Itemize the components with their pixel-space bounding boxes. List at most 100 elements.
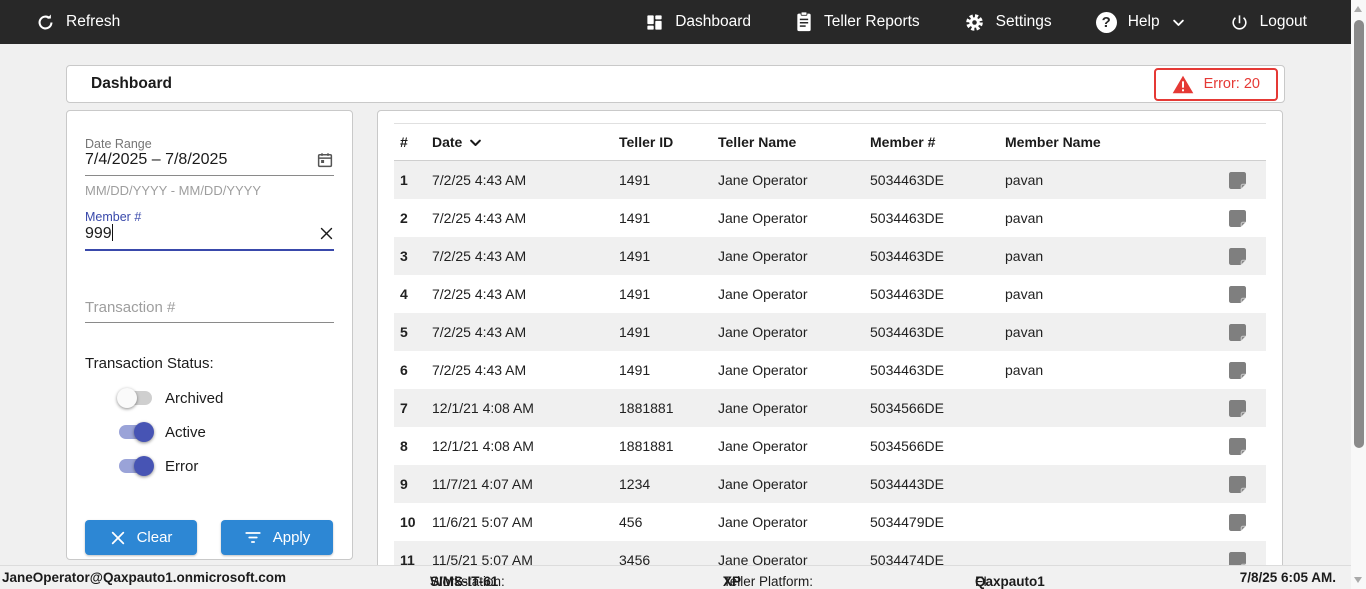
cell-member-num: 5034463DE bbox=[870, 172, 944, 188]
cell-date: 7/2/25 4:43 AM bbox=[432, 172, 527, 188]
member-number-input[interactable]: 999 bbox=[85, 224, 114, 242]
cell-teller-name: Jane Operator bbox=[718, 324, 808, 340]
table-row[interactable]: 1 7/2/25 4:43 AM 1491 Jane Operator 5034… bbox=[394, 161, 1266, 199]
note-icon[interactable] bbox=[1228, 247, 1246, 265]
cell-row-number: 6 bbox=[400, 362, 408, 378]
clear-button[interactable]: Clear bbox=[85, 520, 197, 555]
cell-row-number: 8 bbox=[400, 438, 408, 454]
refresh-icon bbox=[38, 14, 53, 29]
cell-date: 7/2/25 4:43 AM bbox=[432, 248, 527, 264]
nav-help[interactable]: ? Help bbox=[1095, 11, 1186, 33]
cell-member-num: 5034566DE bbox=[870, 438, 944, 454]
cell-date: 7/2/25 4:43 AM bbox=[432, 210, 527, 226]
cell-teller-name: Jane Operator bbox=[718, 248, 808, 264]
nav-teller-reports[interactable]: Teller Reports bbox=[795, 12, 920, 32]
scroll-down-arrow[interactable] bbox=[1354, 577, 1362, 583]
cell-member-num: 5034463DE bbox=[870, 248, 944, 264]
status-toggle[interactable]: Archived bbox=[117, 388, 334, 408]
transaction-number-field[interactable]: Transaction # bbox=[85, 299, 334, 323]
nav-settings[interactable]: Settings bbox=[964, 12, 1052, 33]
cell-row-number: 9 bbox=[400, 476, 408, 492]
cell-member-num: 5034463DE bbox=[870, 210, 944, 226]
refresh-button[interactable]: Refresh bbox=[36, 13, 120, 32]
col-header-teller-name[interactable]: Teller Name bbox=[718, 134, 797, 150]
date-range-label: Date Range bbox=[85, 137, 152, 151]
cell-teller-id: 1491 bbox=[619, 248, 651, 264]
top-nav-bar: Refresh Dashboard Teller Reports bbox=[0, 0, 1351, 44]
nav-dashboard-label: Dashboard bbox=[675, 13, 752, 30]
toggle-label: Active bbox=[165, 423, 206, 441]
table-row[interactable]: 3 7/2/25 4:43 AM 1491 Jane Operator 5034… bbox=[394, 237, 1266, 275]
nav-teller-reports-label: Teller Reports bbox=[824, 13, 920, 30]
nav-logout[interactable]: Logout bbox=[1230, 13, 1307, 32]
col-header-member-num[interactable]: Member # bbox=[870, 134, 936, 150]
table-row[interactable]: 5 7/2/25 4:43 AM 1491 Jane Operator 5034… bbox=[394, 313, 1266, 351]
cell-note bbox=[1208, 285, 1266, 303]
col-header-date[interactable]: Date bbox=[432, 134, 619, 150]
note-icon[interactable] bbox=[1228, 437, 1246, 455]
cell-member-num: 5034566DE bbox=[870, 400, 944, 416]
table-row[interactable]: 8 12/1/21 4:08 AM 1881881 Jane Operator … bbox=[394, 427, 1266, 465]
note-icon[interactable] bbox=[1228, 323, 1246, 341]
status-bar: JaneOperator@Qaxpauto1.onmicrosoft.com W… bbox=[0, 565, 1366, 589]
table-row[interactable]: 10 11/6/21 5:07 AM 456 Jane Operator 503… bbox=[394, 503, 1266, 541]
cell-row-number: 11 bbox=[400, 552, 415, 568]
note-icon[interactable] bbox=[1228, 399, 1246, 417]
clear-field-icon[interactable] bbox=[319, 226, 334, 241]
note-icon[interactable] bbox=[1228, 285, 1246, 303]
nav-dashboard[interactable]: Dashboard bbox=[645, 13, 751, 32]
note-icon[interactable] bbox=[1228, 361, 1246, 379]
date-range-value[interactable]: 7/4/2025 – 7/8/2025 bbox=[85, 151, 228, 168]
toggle-switch-icon[interactable] bbox=[117, 422, 154, 442]
power-icon bbox=[1231, 14, 1247, 30]
cell-teller-id: 1881881 bbox=[619, 400, 674, 416]
cell-teller-name: Jane Operator bbox=[718, 210, 808, 226]
date-range-field[interactable]: Date Range 7/4/2025 – 7/8/2025 MM/DD/YYY… bbox=[85, 137, 334, 198]
cell-member-name: pavan bbox=[1005, 248, 1044, 264]
gear-icon bbox=[965, 13, 983, 31]
col-header-teller-id[interactable]: Teller ID bbox=[619, 134, 674, 150]
table-row[interactable]: 7 12/1/21 4:08 AM 1881881 Jane Operator … bbox=[394, 389, 1266, 427]
status-datetime: 7/8/25 6:05 AM. bbox=[1239, 570, 1336, 585]
cell-member-num: 5034463DE bbox=[870, 324, 944, 340]
member-number-field[interactable]: Member # 999 bbox=[85, 210, 334, 251]
note-icon[interactable] bbox=[1228, 209, 1246, 227]
cell-row-number: 10 bbox=[400, 514, 416, 530]
cell-member-num: 5034474DE bbox=[870, 552, 944, 568]
table-row[interactable]: 6 7/2/25 4:43 AM 1491 Jane Operator 5034… bbox=[394, 351, 1266, 389]
cell-member-name: pavan bbox=[1005, 210, 1044, 226]
apply-button-label: Apply bbox=[272, 529, 311, 546]
note-icon[interactable] bbox=[1228, 171, 1246, 189]
toggle-switch-icon[interactable] bbox=[117, 456, 154, 476]
error-badge[interactable]: Error: 20 bbox=[1153, 67, 1278, 101]
cell-teller-id: 1491 bbox=[619, 210, 651, 226]
table-row[interactable]: 9 11/7/21 4:07 AM 1234 Jane Operator 503… bbox=[394, 465, 1266, 503]
vertical-scrollbar[interactable] bbox=[1351, 0, 1366, 589]
scroll-up-arrow[interactable] bbox=[1354, 6, 1362, 12]
status-toggle[interactable]: Active bbox=[117, 422, 334, 442]
refresh-label: Refresh bbox=[66, 13, 121, 30]
calendar-icon[interactable] bbox=[316, 151, 334, 169]
cell-date: 7/2/25 4:43 AM bbox=[432, 324, 527, 340]
cell-date: 11/6/21 5:07 AM bbox=[432, 514, 533, 530]
scroll-thumb[interactable] bbox=[1353, 20, 1364, 448]
col-header-num[interactable]: # bbox=[400, 134, 408, 150]
apply-button[interactable]: Apply bbox=[221, 520, 333, 555]
toggle-switch-icon[interactable] bbox=[117, 388, 154, 408]
clear-x-icon bbox=[111, 531, 124, 544]
note-icon[interactable] bbox=[1228, 475, 1246, 493]
cell-teller-id: 1491 bbox=[619, 324, 651, 340]
note-icon[interactable] bbox=[1228, 513, 1246, 531]
cell-note bbox=[1208, 475, 1266, 493]
table-row[interactable]: 2 7/2/25 4:43 AM 1491 Jane Operator 5034… bbox=[394, 199, 1266, 237]
cell-teller-name: Jane Operator bbox=[718, 476, 808, 492]
cell-note bbox=[1208, 513, 1266, 531]
table-row[interactable]: 4 7/2/25 4:43 AM 1491 Jane Operator 5034… bbox=[394, 275, 1266, 313]
status-toggle[interactable]: Error bbox=[117, 456, 334, 476]
transaction-number-input[interactable]: Transaction # bbox=[85, 299, 334, 323]
cell-note bbox=[1208, 399, 1266, 417]
page-header: Dashboard Error: 20 bbox=[66, 65, 1285, 103]
cell-note bbox=[1208, 247, 1266, 265]
cell-date: 7/2/25 4:43 AM bbox=[432, 286, 527, 302]
col-header-member-name[interactable]: Member Name bbox=[1005, 134, 1101, 150]
